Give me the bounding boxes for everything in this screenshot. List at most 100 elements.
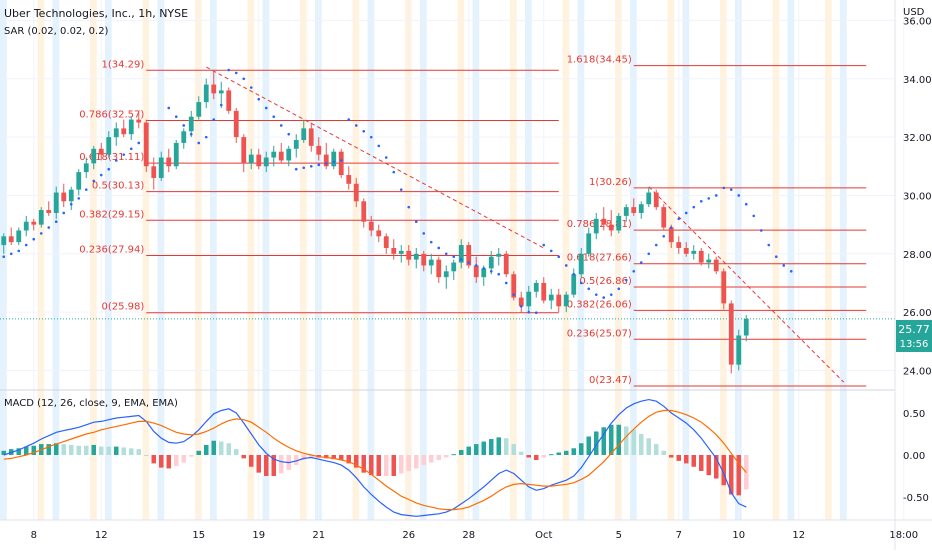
histogram-bar — [676, 455, 681, 461]
histogram-bar — [429, 455, 434, 463]
histogram-bar — [601, 427, 606, 455]
sar-dot — [737, 194, 741, 197]
histogram-bar — [121, 447, 126, 455]
sar-dot — [429, 240, 433, 244]
sar-dot — [422, 232, 426, 235]
candle-body — [473, 265, 479, 278]
candle-body — [128, 119, 134, 135]
histogram-bar — [226, 443, 231, 455]
candle-body — [293, 140, 299, 149]
sar-dot — [542, 243, 546, 247]
sar-dot — [692, 205, 696, 209]
candle-body — [398, 250, 404, 254]
histogram-bar — [219, 441, 224, 455]
price-badge-box — [896, 320, 932, 352]
candle-body — [203, 84, 209, 103]
histogram-bar — [211, 440, 216, 455]
fib-level-label: 0.236(25.07) — [567, 328, 632, 339]
candle-body — [271, 151, 277, 158]
session-band — [720, 0, 727, 520]
price-tick-label: 26.00 — [903, 308, 932, 319]
fib-level-label: 0.382(26.06) — [567, 299, 632, 310]
sar-dot — [264, 106, 268, 110]
candle-body — [46, 210, 52, 213]
candle-body — [346, 175, 352, 184]
grid-lines — [0, 0, 905, 520]
sar-dot — [62, 211, 66, 215]
sar-dot — [24, 243, 28, 247]
sar-dot — [512, 293, 516, 296]
candle-body — [121, 128, 127, 135]
time-tick-label: 18:00 — [889, 530, 918, 541]
sar-dot — [279, 124, 283, 127]
histogram-bar — [106, 446, 111, 455]
sar-dot — [722, 186, 726, 190]
histogram-bar — [144, 455, 149, 456]
candle-body — [23, 221, 29, 231]
sar-dot — [452, 255, 456, 259]
candle-body — [151, 166, 157, 178]
sar-dot — [639, 261, 643, 264]
histogram-bar — [691, 455, 696, 467]
histogram-bar — [331, 455, 336, 460]
fibonacci-levels: 1(34.29) 0.786(32.57) 0.618(31.11) 0.5(30.1… — [79, 55, 867, 387]
sar-dot — [602, 296, 606, 299]
candle-body — [713, 259, 719, 272]
histogram-bar — [61, 444, 66, 455]
sar-dot — [257, 97, 261, 101]
axes: 24.00 26.00 28.00 30.00 32.00 34.00 36.00 0.50 0… — [31, 16, 932, 541]
session-band — [825, 0, 832, 520]
fib-level-label: 0.618(31.11) — [79, 152, 144, 163]
sar-dot — [347, 118, 351, 121]
histogram-bar — [414, 455, 419, 469]
candle-body — [323, 154, 329, 167]
time-tick-label: 19 — [252, 530, 265, 541]
sar-dot — [174, 115, 178, 118]
candle-body — [331, 151, 337, 167]
candle-body — [376, 230, 382, 237]
sar-dot — [309, 164, 313, 168]
fib-level-label: 1(30.26) — [589, 177, 632, 188]
sar-dot — [594, 293, 598, 296]
sar-dot — [354, 124, 358, 127]
candle-body — [1, 236, 7, 246]
candle-body — [623, 207, 629, 216]
sar-dot — [744, 202, 748, 206]
time-tick-label: 12 — [95, 530, 108, 541]
histogram-bar — [736, 455, 741, 496]
candle-body — [436, 259, 442, 278]
sar-dot — [377, 144, 381, 148]
sar-dot — [204, 135, 208, 139]
macd-tick-label: 0.00 — [903, 451, 925, 462]
candle-body — [338, 151, 344, 176]
sar-dot — [219, 103, 223, 107]
sar-dot — [137, 141, 141, 145]
sar-dot — [579, 281, 583, 285]
time-tick-label: 21 — [312, 530, 325, 541]
histogram-bar — [384, 455, 389, 476]
candle-body — [443, 271, 449, 278]
histogram-bar — [451, 454, 456, 456]
session-band — [510, 0, 517, 520]
histogram-bar — [421, 455, 426, 466]
sar-dot — [699, 199, 703, 203]
histogram-bar — [136, 449, 141, 455]
histogram-bar — [114, 446, 119, 455]
histogram-bar — [624, 426, 629, 455]
histogram-bar — [504, 438, 509, 455]
signal-line — [3, 409, 747, 511]
candle-body — [488, 256, 494, 269]
candle-body — [383, 236, 389, 248]
time-tick-label: 12 — [792, 530, 805, 541]
candle-body — [578, 253, 584, 275]
histogram-bar — [279, 455, 284, 474]
fib-level-label: 0(25.98) — [101, 302, 144, 313]
candle-body — [158, 157, 164, 178]
candle-body — [428, 259, 434, 266]
sar-dot — [392, 170, 396, 174]
candle-body — [571, 274, 577, 295]
histogram-bar — [466, 446, 471, 455]
session-band — [52, 0, 60, 520]
histogram-bar — [609, 424, 614, 455]
